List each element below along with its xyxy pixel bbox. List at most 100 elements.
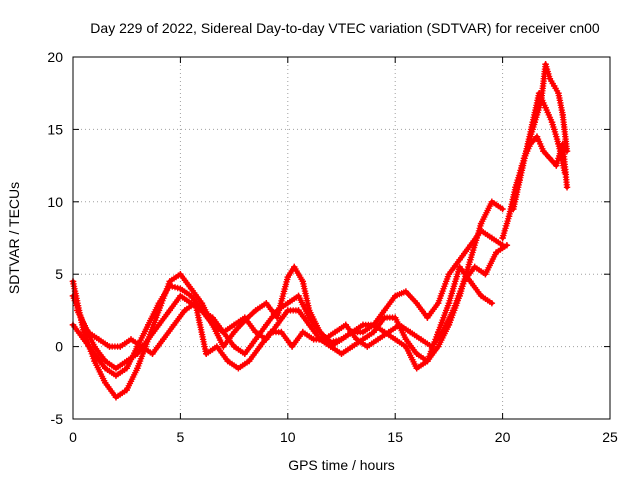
data-point [177,292,184,300]
data-point [542,61,549,68]
data-point [213,343,221,350]
data-point [510,205,517,213]
data-point [155,299,163,307]
y-tick-label: 20 [47,49,63,65]
data-point [477,292,485,300]
data-point [353,336,360,343]
data-point [166,307,173,314]
y-tick-label: 15 [47,121,63,137]
data-point [439,328,446,336]
data-point [256,343,264,350]
data-point [467,256,474,263]
data-point [263,321,270,329]
data-point [288,343,296,350]
data-point [385,328,392,336]
data-point [392,336,399,343]
data-point [424,357,431,365]
data-point [112,372,120,379]
data-point [230,328,238,336]
data-point [202,350,210,358]
data-point [291,263,298,271]
data-layer [69,61,571,401]
data-point [263,299,270,307]
data-point [535,90,543,97]
data-point [123,386,130,394]
data-point [424,314,431,321]
data-point [449,307,457,314]
data-point [192,299,199,307]
data-point [445,299,453,307]
data-point [209,314,216,321]
data-point [106,343,113,350]
data-point [548,118,556,126]
data-point [402,336,410,343]
data-point [252,328,259,336]
data-point [456,256,463,263]
data-point [144,336,152,343]
data-point [224,357,231,365]
data-point [540,147,547,155]
data-point [177,271,184,278]
data-point [467,278,474,285]
data-point [91,343,98,350]
data-point [102,379,109,386]
data-point [550,82,558,90]
data-point [241,314,249,321]
x-tick-label: 0 [69,429,77,445]
data-point [381,307,388,314]
data-point [456,263,463,271]
plot-frame [72,56,611,420]
y-axis-title: SDTVAR / TECUs [6,182,22,294]
data-point [402,343,410,350]
data-point [134,365,141,372]
data-point [417,336,425,343]
x-axis-title: GPS time / hours [288,457,395,473]
data-point [533,133,541,140]
data-point [374,336,382,343]
data-point [230,343,238,350]
data-point [295,307,302,314]
x-tick-label: 25 [602,429,618,445]
data-point [555,90,562,97]
data-point [252,336,259,343]
data-point [112,394,120,401]
y-tick-label: 0 [55,339,63,355]
data-point [492,249,500,256]
data-point [364,343,371,350]
grid-layer [73,57,610,419]
data-point [123,365,130,372]
tick-layer: 0 5 10 15 20 25 -5 0 5 10 15 20 [47,49,618,445]
data-point [321,336,328,343]
data-point [338,350,345,358]
data-point [505,213,513,220]
data-point [95,336,102,343]
data-point [370,321,377,329]
data-point [230,321,238,329]
data-point [477,220,485,227]
data-point [155,321,163,329]
data-point [220,328,227,336]
data-point [396,321,403,329]
data-point [252,307,259,314]
data-point [144,321,152,329]
data-point [123,357,130,365]
data-point [529,118,536,126]
series-trace-g [520,133,571,191]
data-point [181,307,188,314]
data-point [553,162,560,169]
data-point [91,357,98,365]
data-point [245,357,253,365]
data-point [91,350,98,358]
series-trace-d [74,242,511,372]
data-point [482,271,489,278]
data-point [370,328,377,336]
data-point [488,234,496,242]
data-point [381,314,388,321]
data-point [413,299,420,307]
data-point [428,343,435,350]
data-point [295,292,302,300]
data-point [102,357,109,365]
data-point [342,321,349,329]
data-point [434,343,442,350]
